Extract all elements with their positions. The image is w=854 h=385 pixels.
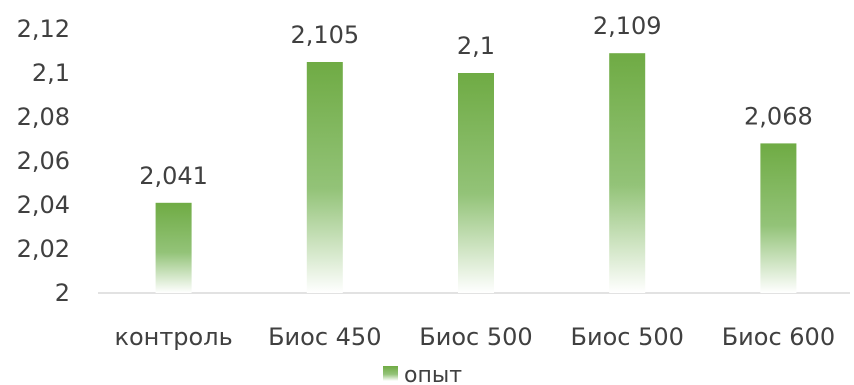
x-axis-category-labels: контроль Биос 450 Биос 500 Биос 500 Биос 600 xyxy=(114,323,835,351)
y-axis-tick-labels: 2 2,02 2,04 2,06 2,08 2,1 2,12 xyxy=(17,15,70,307)
y-tick-label: 2,02 xyxy=(17,235,70,263)
y-tick-label: 2,08 xyxy=(17,103,70,131)
y-tick-label: 2,06 xyxy=(17,147,70,175)
bar xyxy=(458,73,494,293)
bars-group xyxy=(155,53,797,294)
x-category-label: Биос 600 xyxy=(722,323,835,351)
x-category-label: Биос 500 xyxy=(419,323,532,351)
data-label: 2,109 xyxy=(593,12,662,40)
data-label: 2,1 xyxy=(457,32,495,60)
x-category-label: контроль xyxy=(114,323,232,351)
y-tick-label: 2 xyxy=(55,279,70,307)
y-tick-label: 2,12 xyxy=(17,15,70,43)
bar xyxy=(609,53,646,294)
bar xyxy=(760,143,797,293)
data-labels-group: 2,041 2,105 2,1 2,109 2,068 xyxy=(139,12,813,190)
data-label: 2,068 xyxy=(744,102,813,130)
bar xyxy=(306,62,343,293)
y-tick-label: 2,04 xyxy=(17,191,70,219)
bar xyxy=(155,202,192,293)
legend: опыт xyxy=(383,363,462,385)
legend-swatch-opyt xyxy=(383,366,398,381)
y-tick-label: 2,1 xyxy=(32,59,70,87)
data-label: 2,041 xyxy=(139,162,208,190)
data-label: 2,105 xyxy=(290,21,359,49)
x-category-label: Биос 450 xyxy=(268,323,381,351)
legend-label-opyt: опыт xyxy=(404,363,462,385)
x-category-label: Биос 500 xyxy=(571,323,684,351)
